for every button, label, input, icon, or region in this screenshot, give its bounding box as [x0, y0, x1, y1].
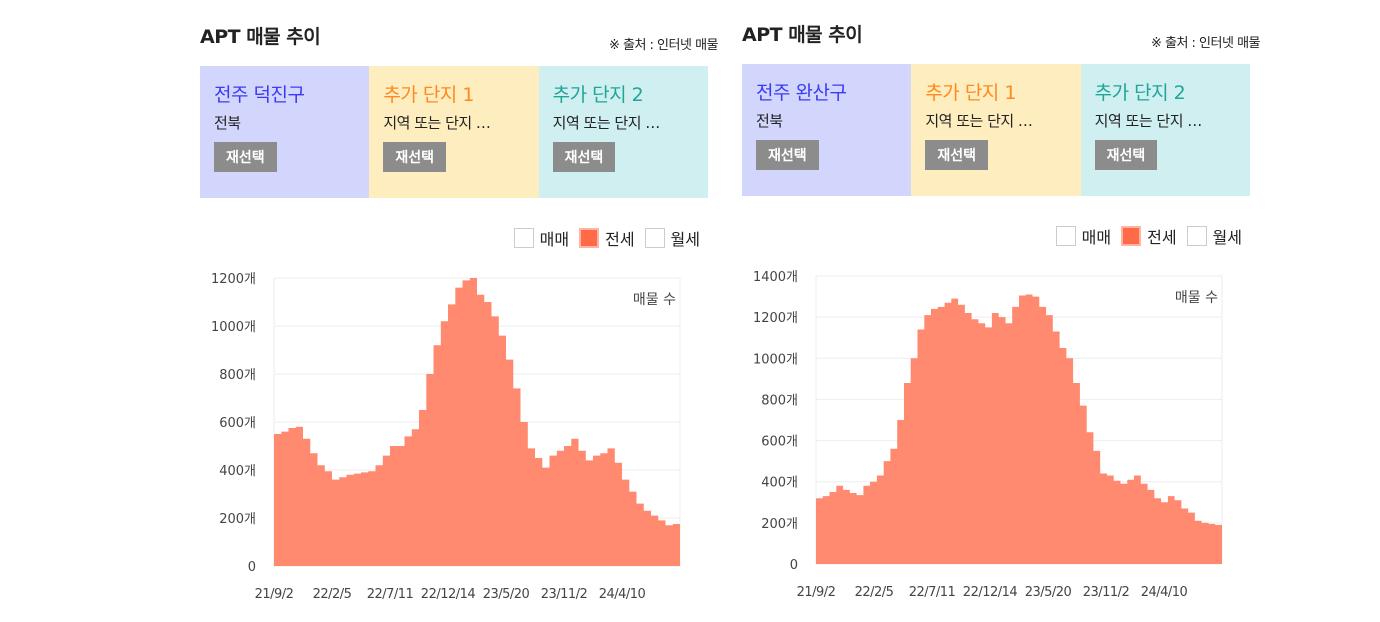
- x-tick-label: 22/2/5: [313, 587, 352, 602]
- legend-label: 전세: [1147, 228, 1177, 247]
- region-cards: 전주 완산구 전북 재선택 추가 단지 1 지역 또는 단지 … 재선택 추가 …: [742, 64, 1250, 196]
- x-tick-label: 23/5/20: [1025, 585, 1072, 600]
- x-tick-label: 23/11/2: [1083, 585, 1130, 600]
- legend-checkbox-전세[interactable]: 전세: [579, 226, 635, 250]
- legend-label: 월세: [670, 230, 700, 249]
- x-tick-label: 22/7/11: [367, 587, 414, 602]
- region-name: 전주 덕진구: [214, 84, 305, 106]
- region-name: 전주 완산구: [756, 82, 847, 104]
- x-tick-label: 22/7/11: [909, 585, 956, 600]
- y-tick-label: 200개: [219, 512, 256, 527]
- y-tick-label: 600개: [219, 416, 256, 431]
- y-tick-label: 400개: [761, 476, 798, 491]
- region-name: 추가 단지 2: [1094, 82, 1186, 104]
- legend-label: 매매: [1081, 228, 1112, 247]
- reselect-button[interactable]: 재선택: [214, 142, 277, 172]
- source-note: ※ 출처 : 인터넷 매물: [608, 38, 719, 53]
- legend-checkbox-월세[interactable]: 월세: [1186, 224, 1242, 248]
- y-tick-label: 400개: [219, 464, 256, 479]
- panel-title: APT 매물 추이: [742, 24, 863, 46]
- legend-label: 매매: [539, 230, 570, 249]
- region-sub: 지역 또는 단지 …: [383, 114, 491, 132]
- y-tick-label: 800개: [219, 368, 256, 383]
- chart-panel: APT 매물 추이 ※ 출처 : 인터넷 매물 전주 완산구 전북 재선택 추가…: [742, 20, 1261, 620]
- region-name: 추가 단지 1: [925, 82, 1016, 104]
- checkbox-icon[interactable]: [1121, 226, 1142, 246]
- region-card: 추가 단지 1 지역 또는 단지 … 재선택: [911, 64, 1081, 196]
- y-tick-label: 0: [248, 560, 256, 575]
- y-tick-label: 200개: [761, 517, 798, 532]
- reselect-button[interactable]: 재선택: [552, 142, 616, 172]
- region-card: 추가 단지 2 지역 또는 단지 … 재선택: [1080, 64, 1250, 196]
- area-chart: 0 200개 400개 600개 800개 1000개 1200개 21/9/2 22/2/5 2…: [211, 272, 681, 602]
- reselect-button[interactable]: 재선택: [383, 142, 446, 172]
- legend-checkbox-월세[interactable]: 월세: [644, 226, 700, 250]
- y-tick-label: 800개: [761, 393, 798, 408]
- checkbox-icon[interactable]: [1055, 226, 1076, 246]
- region-sub: 전북: [214, 114, 241, 132]
- checkbox-icon[interactable]: [579, 228, 600, 248]
- reselect-button[interactable]: 재선택: [1094, 140, 1158, 170]
- y-tick-label: 0: [790, 558, 798, 573]
- chart-panel: APT 매물 추이 ※ 출처 : 인터넷 매물 전주 덕진구 전북 재선택 추가…: [200, 22, 719, 622]
- region-card: 추가 단지 1 지역 또는 단지 … 재선택: [369, 66, 539, 198]
- source-note: ※ 출처 : 인터넷 매물: [1150, 36, 1261, 51]
- x-tick-label: 23/5/20: [483, 587, 530, 602]
- x-tick-label: 22/12/14: [963, 585, 1018, 600]
- legend-label: 전세: [605, 230, 635, 249]
- region-name: 추가 단지 1: [383, 84, 474, 106]
- legend-label: 월세: [1212, 228, 1242, 247]
- region-card: 전주 덕진구 전북 재선택: [200, 66, 370, 198]
- type-legend: 매매 전세 월세: [513, 226, 700, 250]
- region-sub: 지역 또는 단지 …: [552, 114, 661, 132]
- reselect-button[interactable]: 재선택: [756, 140, 819, 170]
- panel-title: APT 매물 추이: [200, 26, 321, 48]
- y-tick-label: 1200개: [753, 311, 798, 326]
- x-tick-label: 21/9/2: [255, 587, 294, 602]
- region-sub: 전북: [756, 112, 783, 130]
- x-tick-label: 22/2/5: [855, 585, 894, 600]
- y-tick-label: 1000개: [211, 320, 256, 335]
- x-tick-label: 23/11/2: [541, 587, 588, 602]
- type-legend: 매매 전세 월세: [1055, 224, 1242, 248]
- region-card: 추가 단지 2 지역 또는 단지 … 재선택: [538, 66, 708, 198]
- checkbox-icon[interactable]: [1186, 226, 1207, 246]
- y-tick-label: 1000개: [753, 352, 798, 367]
- legend-checkbox-매매[interactable]: 매매: [1055, 224, 1112, 248]
- x-tick-label: 22/12/14: [421, 587, 476, 602]
- reselect-button[interactable]: 재선택: [925, 140, 988, 170]
- checkbox-icon[interactable]: [644, 228, 665, 248]
- y-tick-label: 600개: [761, 435, 798, 450]
- checkbox-icon[interactable]: [513, 228, 534, 248]
- legend-checkbox-전세[interactable]: 전세: [1121, 224, 1177, 248]
- series-label: 매물 수: [633, 292, 676, 308]
- region-sub: 지역 또는 단지 …: [925, 112, 1033, 130]
- region-card: 전주 완산구 전북 재선택: [742, 64, 912, 196]
- region-sub: 지역 또는 단지 …: [1094, 112, 1203, 130]
- x-tick-label: 21/9/2: [797, 585, 836, 600]
- series-label: 매물 수: [1175, 290, 1218, 306]
- series-area: [274, 278, 680, 566]
- series-area: [816, 294, 1222, 564]
- area-chart: 0 200개 400개 600개 800개 1000개 1200개 1400개 21/9/2 22…: [753, 270, 1223, 600]
- region-cards: 전주 덕진구 전북 재선택 추가 단지 1 지역 또는 단지 … 재선택 추가 …: [200, 66, 708, 198]
- region-name: 추가 단지 2: [552, 84, 644, 106]
- x-tick-label: 24/4/10: [1141, 585, 1188, 600]
- y-tick-label: 1400개: [753, 270, 798, 285]
- y-tick-label: 1200개: [211, 272, 256, 287]
- x-tick-label: 24/4/10: [599, 587, 646, 602]
- legend-checkbox-매매[interactable]: 매매: [513, 226, 570, 250]
